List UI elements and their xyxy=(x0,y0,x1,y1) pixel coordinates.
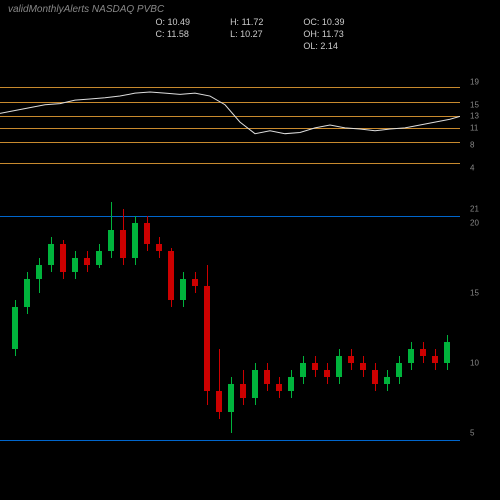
candle xyxy=(10,195,20,475)
axis-tick-label: 19 xyxy=(470,77,479,86)
stat-close: C: 11.58 xyxy=(156,29,191,39)
stat-low: L: 10.27 xyxy=(230,29,263,39)
axis-tick-label: 15 xyxy=(470,289,479,298)
axis-tick-label: 15 xyxy=(470,100,479,109)
axis-tick-label: 8 xyxy=(470,141,474,150)
candle xyxy=(370,195,380,475)
candle xyxy=(250,195,260,475)
candle xyxy=(94,195,104,475)
candle xyxy=(142,195,152,475)
axis-tick-label: 10 xyxy=(470,359,479,368)
candle xyxy=(130,195,140,475)
stats-col-2: H: 11.72 L: 10.27 xyxy=(230,17,263,51)
axis-tick-label: 21 xyxy=(470,205,479,214)
candle xyxy=(418,195,428,475)
candle xyxy=(214,195,224,475)
axis-tick-label: 5 xyxy=(470,429,474,438)
candle xyxy=(334,195,344,475)
chart-title: validMonthlyAlerts NASDAQ PVBC xyxy=(8,4,492,15)
lower-axis: 21 20 15 10 5 xyxy=(465,195,500,475)
candle xyxy=(70,195,80,475)
stat-ol: OL: 2.14 xyxy=(303,41,344,51)
candle xyxy=(382,195,392,475)
stat-oh: OH: 11.73 xyxy=(303,29,344,39)
axis-tick-label: 4 xyxy=(470,164,474,173)
candle xyxy=(202,195,212,475)
candle xyxy=(190,195,200,475)
candle xyxy=(22,195,32,475)
candlestick-chart xyxy=(0,195,460,475)
ohlc-stats: O: 10.49 C: 11.58 H: 11.72 L: 10.27 OC: … xyxy=(8,17,492,51)
candle xyxy=(166,195,176,475)
stat-oc: OC: 10.39 xyxy=(303,17,344,27)
stat-high: H: 11.72 xyxy=(230,17,263,27)
line-svg xyxy=(0,70,460,180)
axis-tick-label: 13 xyxy=(470,112,479,121)
candle xyxy=(394,195,404,475)
candle xyxy=(442,195,452,475)
stat-open: O: 10.49 xyxy=(156,17,191,27)
candle xyxy=(118,195,128,475)
axis-tick-label: 20 xyxy=(470,219,479,228)
candle xyxy=(346,195,356,475)
candle xyxy=(178,195,188,475)
candle xyxy=(262,195,272,475)
candle xyxy=(286,195,296,475)
stats-col-3: OC: 10.39 OH: 11.73 OL: 2.14 xyxy=(303,17,344,51)
indicator-chart xyxy=(0,70,460,180)
chart-container: validMonthlyAlerts NASDAQ PVBC O: 10.49 … xyxy=(0,0,500,500)
candle xyxy=(226,195,236,475)
candle xyxy=(154,195,164,475)
candle xyxy=(82,195,92,475)
candle xyxy=(430,195,440,475)
candle xyxy=(34,195,44,475)
upper-axis: 19 15 13 11 8 4 xyxy=(465,70,500,180)
stats-col-1: O: 10.49 C: 11.58 xyxy=(156,17,191,51)
candle xyxy=(406,195,416,475)
chart-header: validMonthlyAlerts NASDAQ PVBC O: 10.49 … xyxy=(0,0,500,55)
candle xyxy=(58,195,68,475)
candle xyxy=(238,195,248,475)
candle xyxy=(106,195,116,475)
candle xyxy=(310,195,320,475)
candle xyxy=(46,195,56,475)
candle xyxy=(274,195,284,475)
candle xyxy=(358,195,368,475)
candle xyxy=(322,195,332,475)
candle xyxy=(298,195,308,475)
axis-tick-label: 11 xyxy=(470,123,478,132)
